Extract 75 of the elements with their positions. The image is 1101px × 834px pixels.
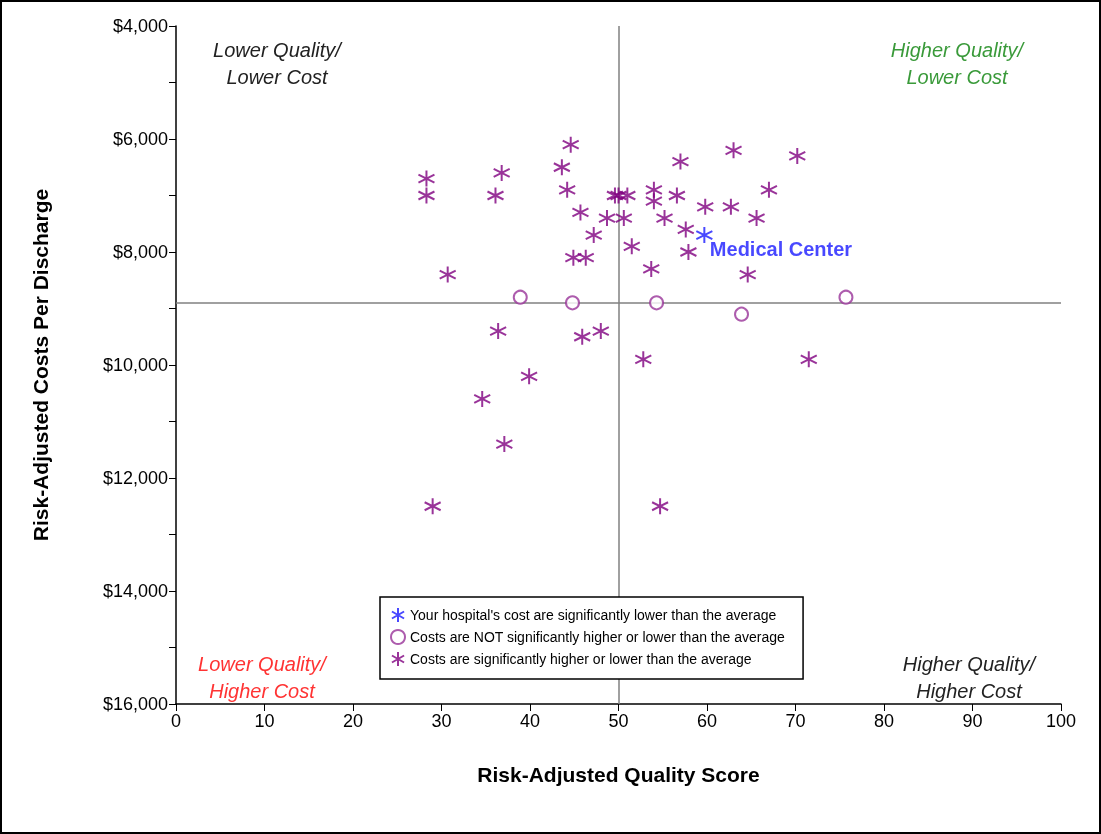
point xyxy=(671,152,690,171)
point xyxy=(492,163,511,182)
point xyxy=(609,186,628,205)
x-tick-label: 0 xyxy=(170,711,182,731)
point xyxy=(649,295,665,311)
x-tick-label: 90 xyxy=(962,711,983,731)
x-tick-label: 70 xyxy=(785,711,806,731)
point xyxy=(614,209,633,228)
point xyxy=(747,209,766,228)
point xyxy=(696,197,715,216)
point xyxy=(558,180,577,199)
point xyxy=(651,497,670,516)
legend-label: Costs are NOT significantly higher or lower than the average xyxy=(410,629,786,645)
y-tick-label: $6,000 xyxy=(112,129,168,149)
point xyxy=(734,306,750,322)
point xyxy=(788,146,807,165)
point xyxy=(642,259,661,278)
y-axis-title: Risk-Adjusted Costs Per Discharge xyxy=(29,188,52,542)
point xyxy=(759,180,778,199)
point xyxy=(473,389,492,408)
point xyxy=(438,265,457,284)
x-tick-label: 60 xyxy=(696,711,718,731)
point xyxy=(564,248,583,267)
x-axis-title: Risk-Adjusted Quality Score xyxy=(477,763,760,786)
point xyxy=(799,350,818,369)
point xyxy=(576,248,595,267)
point xyxy=(561,135,580,154)
annotation: Lower Quality/ Higher Cost xyxy=(198,652,329,702)
y-tick-label: $8,000 xyxy=(112,242,168,262)
point xyxy=(512,289,528,305)
annotation: Medical Center xyxy=(709,238,853,261)
y-tick-label: $14,000 xyxy=(102,581,168,601)
point xyxy=(622,237,641,256)
x-tick-label: 80 xyxy=(873,711,895,731)
point xyxy=(417,169,436,188)
point xyxy=(597,209,616,228)
y-tick-label: $16,000 xyxy=(102,694,168,714)
point xyxy=(571,203,590,222)
annotation: Higher Quality/ Higher Cost xyxy=(902,652,1038,702)
point xyxy=(838,289,854,305)
y-tick-label: $4,000 xyxy=(112,16,168,36)
point xyxy=(591,322,610,341)
point xyxy=(417,186,436,205)
point xyxy=(489,322,508,341)
point xyxy=(655,209,674,228)
x-tick-label: 50 xyxy=(608,711,629,731)
point xyxy=(552,158,571,177)
point xyxy=(724,141,743,160)
x-tick-label: 10 xyxy=(254,711,275,731)
point xyxy=(584,226,603,245)
point xyxy=(564,295,580,311)
x-tick-label: 20 xyxy=(342,711,364,731)
x-tick-label: 40 xyxy=(519,711,541,731)
legend-label: Costs are significantly higher or lower than the average xyxy=(410,651,752,667)
x-tick-label: 30 xyxy=(431,711,452,731)
point xyxy=(634,350,653,369)
point xyxy=(495,435,514,454)
annotation: Higher Quality/ Lower Cost xyxy=(890,38,1026,88)
point xyxy=(605,186,624,205)
point xyxy=(738,265,757,284)
point xyxy=(676,220,695,239)
point xyxy=(520,367,539,386)
point xyxy=(667,186,686,205)
y-tick-label: $10,000 xyxy=(102,355,168,375)
point xyxy=(679,243,698,261)
point xyxy=(486,186,505,205)
annotation: Lower Quality/ Lower Cost xyxy=(213,38,344,88)
x-tick-label: 100 xyxy=(1045,711,1077,731)
y-tick-label: $12,000 xyxy=(102,468,168,488)
point xyxy=(618,186,637,205)
point xyxy=(573,327,592,346)
point xyxy=(644,192,663,211)
point xyxy=(721,197,740,216)
point xyxy=(423,497,442,516)
legend-label: Your hospital's cost are significantly lower than the average xyxy=(410,607,777,623)
